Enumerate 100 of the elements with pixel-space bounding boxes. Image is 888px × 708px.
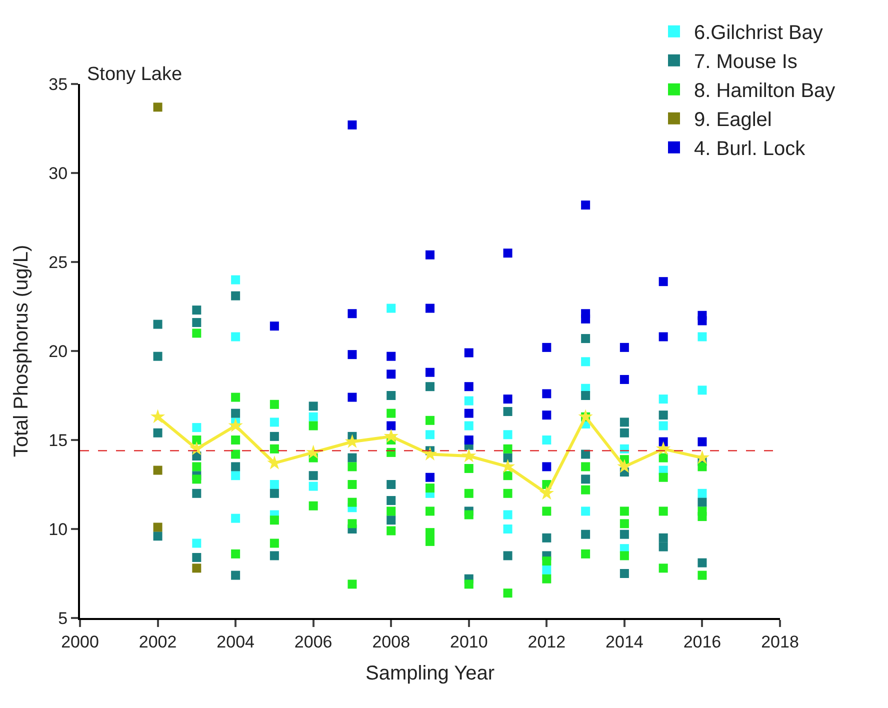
point xyxy=(153,522,162,532)
x-tick-label: 2016 xyxy=(683,632,722,652)
point xyxy=(581,549,590,558)
x-tick-label: 2018 xyxy=(761,632,799,652)
x-tick-label: 2008 xyxy=(372,632,410,652)
point xyxy=(386,421,396,430)
point xyxy=(270,551,279,560)
point xyxy=(348,120,357,130)
point xyxy=(658,394,668,404)
point xyxy=(620,519,629,528)
x-tick-label: 2014 xyxy=(606,632,644,652)
point xyxy=(581,462,590,472)
point xyxy=(698,570,707,580)
point xyxy=(658,564,668,573)
point xyxy=(658,410,668,420)
point xyxy=(348,309,357,318)
point xyxy=(464,382,474,392)
point xyxy=(270,480,279,489)
point xyxy=(348,462,357,472)
point xyxy=(344,434,360,448)
point xyxy=(386,516,396,525)
x-tick-label: 2000 xyxy=(61,632,99,652)
point xyxy=(192,552,202,562)
point xyxy=(464,510,474,520)
y-tick-label: 10 xyxy=(48,520,68,539)
point xyxy=(348,392,357,402)
point xyxy=(464,436,474,444)
point xyxy=(348,519,357,528)
point xyxy=(153,466,162,475)
point xyxy=(542,436,552,444)
point xyxy=(698,558,707,568)
point xyxy=(308,482,318,491)
point xyxy=(542,342,552,352)
point xyxy=(270,432,279,441)
point xyxy=(270,488,279,498)
point xyxy=(153,102,162,112)
point xyxy=(503,551,512,560)
point xyxy=(426,416,434,425)
point xyxy=(620,342,629,352)
point xyxy=(192,474,202,484)
point xyxy=(231,471,240,480)
point xyxy=(231,332,240,342)
point xyxy=(426,368,434,377)
point xyxy=(192,436,202,444)
point xyxy=(426,528,434,538)
point xyxy=(231,392,240,402)
chart-title: Stony Lake xyxy=(87,64,182,85)
point xyxy=(542,556,552,566)
point xyxy=(192,328,202,338)
point xyxy=(658,453,668,462)
point xyxy=(542,462,552,472)
point xyxy=(348,453,357,462)
point xyxy=(270,400,279,409)
point xyxy=(308,501,318,510)
point xyxy=(426,250,434,260)
point xyxy=(231,570,240,580)
point xyxy=(620,428,629,438)
point xyxy=(620,418,629,427)
point xyxy=(426,484,434,493)
point xyxy=(698,498,707,507)
point xyxy=(581,334,590,344)
point xyxy=(658,533,668,542)
y-tick-label: 35 xyxy=(48,74,68,94)
point xyxy=(581,314,590,324)
point xyxy=(698,512,707,522)
point xyxy=(270,516,279,525)
point xyxy=(153,532,162,541)
point xyxy=(658,332,668,342)
point xyxy=(270,538,279,548)
point xyxy=(581,200,590,210)
point xyxy=(698,488,707,498)
y-tick-label: 20 xyxy=(48,342,68,361)
point xyxy=(150,409,166,424)
point xyxy=(348,480,357,489)
point xyxy=(503,588,512,598)
y-tick-label: 25 xyxy=(48,252,68,272)
point xyxy=(426,536,434,546)
point xyxy=(620,374,629,384)
point xyxy=(153,352,162,361)
point xyxy=(189,441,204,456)
point xyxy=(308,471,318,480)
point xyxy=(542,574,552,584)
point xyxy=(228,418,243,432)
point xyxy=(308,402,318,411)
point xyxy=(658,472,668,482)
point xyxy=(386,496,396,506)
point xyxy=(426,382,434,392)
point xyxy=(386,391,396,400)
point xyxy=(464,421,474,430)
point xyxy=(464,396,474,406)
point xyxy=(270,322,279,331)
point xyxy=(503,430,512,440)
point xyxy=(192,462,202,472)
point xyxy=(620,506,629,516)
point xyxy=(192,488,202,498)
legend-label: 4. Burl. Lock xyxy=(694,138,806,160)
point xyxy=(231,291,240,300)
point xyxy=(581,391,590,400)
point xyxy=(503,407,512,416)
point xyxy=(503,488,512,498)
